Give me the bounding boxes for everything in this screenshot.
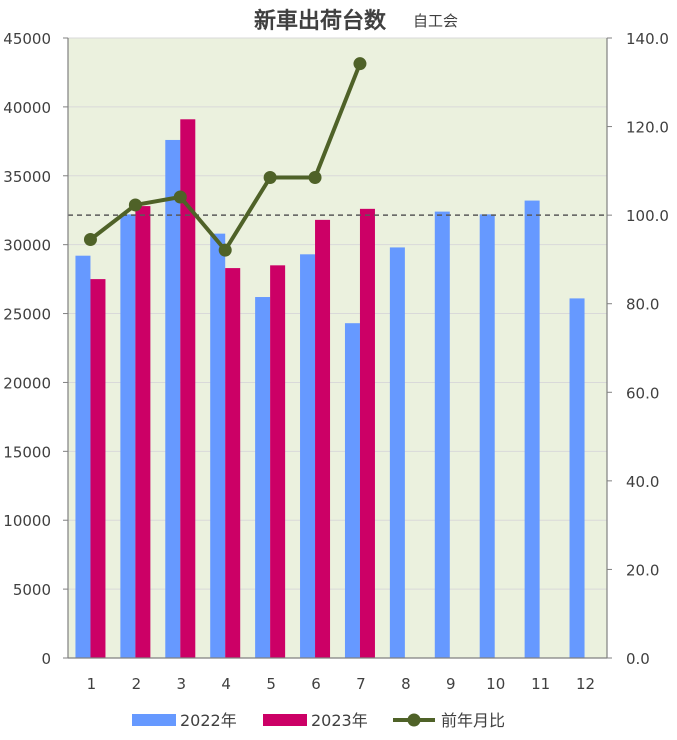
bar-2022年: [479, 214, 495, 658]
right-axis-tick-label: 0.0: [626, 650, 650, 668]
bar-2022年: [75, 255, 91, 658]
legend-label: 2023年: [311, 711, 368, 730]
left-axis-tick-label: 40000: [3, 99, 51, 117]
x-axis-tick-label: 10: [486, 675, 505, 693]
bar-2023年: [270, 265, 286, 658]
bar-2023年: [359, 208, 375, 658]
left-axis-tick-label: 0: [41, 650, 51, 668]
legend-swatch: [132, 714, 176, 726]
bar-2023年: [90, 279, 106, 658]
bar-2023年: [315, 219, 331, 658]
bar-2023年: [180, 119, 196, 659]
x-axis-tick-label: 1: [87, 675, 97, 693]
bar-2022年: [389, 247, 405, 658]
right-axis-tick-label: 60.0: [626, 384, 659, 402]
line-marker: [263, 171, 277, 184]
left-axis-tick-label: 20000: [3, 374, 51, 392]
x-axis-tick-label: 2: [132, 675, 142, 693]
plot-area: [68, 38, 607, 658]
line-marker: [218, 243, 232, 257]
bar-2022年: [120, 214, 136, 658]
gridlines: [68, 37, 607, 590]
legend-label: 2022年: [180, 711, 237, 730]
legend-swatch: [263, 714, 307, 726]
line-marker: [128, 198, 142, 212]
bar-2022年: [255, 297, 271, 658]
axes: 0 5000 10000 15000 20000 25000 30000 35000 40000…: [3, 30, 669, 693]
legend: 2022年 2023年 前年月比: [132, 711, 505, 730]
right-axis-tick-label: 140.0: [626, 30, 669, 48]
bar-2023年: [135, 206, 151, 659]
left-axis-tick-label: 25000: [3, 306, 51, 324]
bar-2022年: [210, 233, 226, 658]
bar-2022年: [524, 200, 540, 659]
bar-2022年: [165, 139, 181, 658]
x-axis-tick-label: 4: [221, 675, 231, 693]
x-axis-tick-label: 6: [311, 675, 321, 693]
chart-title: 新車出荷台数: [254, 8, 387, 34]
left-axis-tick-label: 15000: [3, 443, 51, 461]
legend-label: 前年月比: [441, 711, 505, 730]
x-axis-tick-label: 8: [401, 675, 411, 693]
left-axis-tick-label: 35000: [3, 168, 51, 186]
right-axis-tick-label: 80.0: [626, 296, 659, 314]
bar-2023年: [225, 268, 241, 658]
x-axis-tick-label: 3: [177, 675, 187, 693]
x-axis-tick-label: 5: [266, 675, 276, 693]
left-axis-tick-label: 10000: [3, 512, 51, 530]
line-marker: [353, 57, 367, 71]
bar-2022年: [434, 211, 450, 658]
left-axis-tick-label: 45000: [3, 30, 51, 48]
bar-series: [75, 119, 585, 659]
bar-2022年: [344, 323, 360, 658]
right-axis-tick-label: 40.0: [626, 473, 659, 491]
left-axis-tick-label: 5000: [13, 581, 51, 599]
x-axis-tick-label: 12: [576, 675, 595, 693]
line-series: [83, 57, 367, 257]
right-axis-tick-label: 120.0: [626, 119, 669, 137]
right-axis-tick-label: 100.0: [626, 207, 669, 225]
bar-2022年: [300, 254, 316, 659]
right-axis-tick-label: 20.0: [626, 561, 659, 579]
left-axis-tick-label: 30000: [3, 237, 51, 255]
line-marker: [83, 233, 97, 246]
x-axis-tick-label: 7: [356, 675, 366, 693]
line-marker: [308, 171, 322, 184]
legend-marker: [407, 713, 421, 727]
chart-subtitle: 自工会: [413, 12, 458, 30]
x-axis-tick-label: 11: [531, 675, 550, 693]
line-marker: [173, 190, 187, 204]
bar-2022年: [569, 298, 585, 658]
x-axis-tick-label: 9: [446, 675, 456, 693]
